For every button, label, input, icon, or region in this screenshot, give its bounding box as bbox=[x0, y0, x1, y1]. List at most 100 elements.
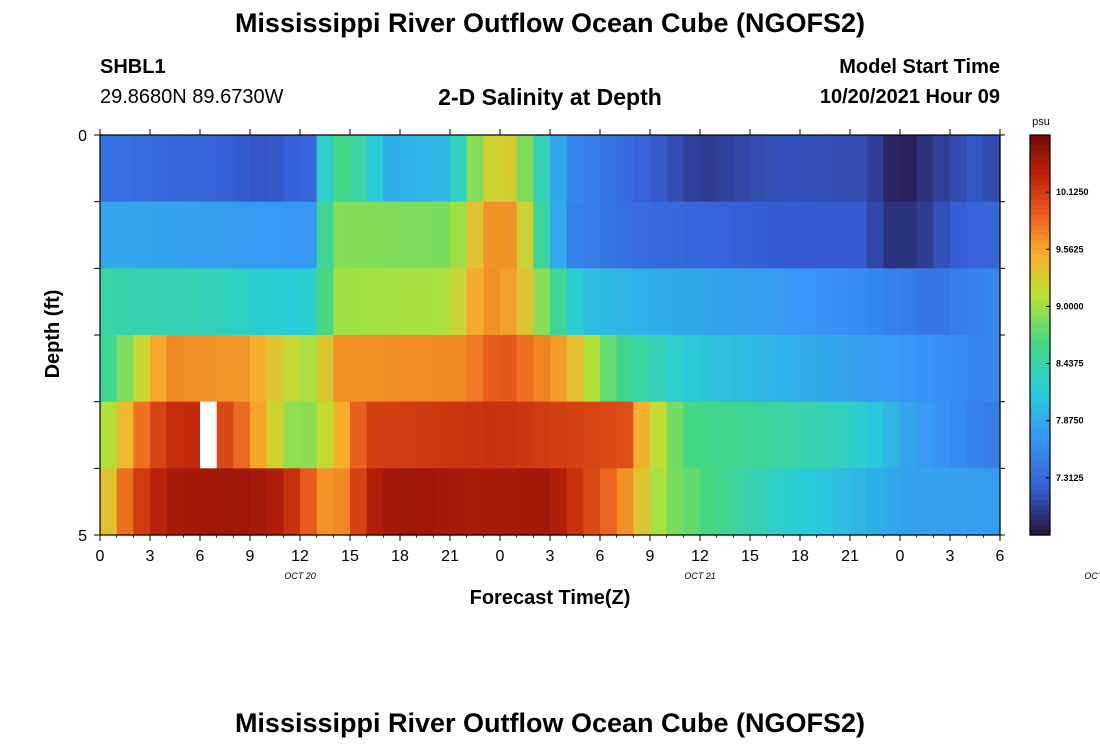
heatmap-cell bbox=[583, 468, 601, 536]
colorbar-segment bbox=[1030, 250, 1050, 256]
heatmap-cell bbox=[783, 135, 801, 203]
colorbar-segment bbox=[1030, 260, 1050, 266]
heatmap-cell bbox=[483, 335, 501, 403]
heatmap-cell bbox=[783, 401, 801, 469]
x-tick-label: 15 bbox=[341, 548, 359, 565]
heatmap-cell bbox=[683, 401, 701, 469]
heatmap-cell bbox=[666, 468, 684, 536]
heatmap-cell bbox=[100, 468, 118, 536]
colorbar-segment bbox=[1030, 340, 1050, 346]
x-tick-label: 0 bbox=[896, 548, 905, 565]
heatmap-cell bbox=[416, 135, 434, 203]
heatmap-cell bbox=[916, 201, 934, 269]
heatmap-cell bbox=[916, 135, 934, 203]
heatmap-cell bbox=[166, 401, 184, 469]
heatmap-cell bbox=[483, 135, 501, 203]
y-tick-label: 5 bbox=[78, 528, 87, 545]
heatmap-cell bbox=[583, 268, 601, 336]
heatmap-cell bbox=[550, 335, 568, 403]
heatmap-cell bbox=[633, 335, 651, 403]
heatmap-cell bbox=[383, 268, 401, 336]
heatmap-cell bbox=[733, 468, 751, 536]
heatmap-cell bbox=[250, 401, 268, 469]
colorbar-segment bbox=[1030, 255, 1050, 261]
heatmap-cell bbox=[916, 401, 934, 469]
heatmap-cell bbox=[550, 468, 568, 536]
heatmap-cell bbox=[700, 201, 718, 269]
colorbar-segment bbox=[1030, 300, 1050, 306]
heatmap-cell bbox=[116, 401, 134, 469]
heatmap-cell bbox=[816, 401, 834, 469]
heatmap-cell bbox=[650, 201, 668, 269]
heatmap-cell bbox=[266, 335, 284, 403]
heatmap-cell bbox=[883, 468, 901, 536]
heatmap-cell bbox=[583, 401, 601, 469]
heatmap-cell bbox=[200, 335, 218, 403]
heatmap-cell bbox=[850, 201, 868, 269]
heatmap-cell bbox=[983, 335, 1001, 403]
heatmap-cell bbox=[983, 201, 1001, 269]
heatmap-cell bbox=[650, 335, 668, 403]
heatmap-cell bbox=[116, 268, 134, 336]
heatmap-cell bbox=[516, 268, 534, 336]
heatmap-cells bbox=[100, 135, 1001, 536]
heatmap-cell bbox=[916, 468, 934, 536]
colorbar-segment bbox=[1030, 285, 1050, 291]
x-tick-label: 21 bbox=[841, 548, 859, 565]
heatmap-cell bbox=[383, 468, 401, 536]
heatmap-cell bbox=[300, 468, 318, 536]
heatmap-cell bbox=[783, 335, 801, 403]
heatmap-cell bbox=[266, 201, 284, 269]
heatmap-cell bbox=[150, 268, 168, 336]
colorbar-segment bbox=[1030, 310, 1050, 316]
heatmap-cell bbox=[383, 401, 401, 469]
colorbar-segment bbox=[1030, 520, 1050, 526]
heatmap-cell bbox=[516, 468, 534, 536]
heatmap-cell bbox=[833, 401, 851, 469]
heatmap-cell bbox=[566, 268, 584, 336]
heatmap-cell bbox=[783, 468, 801, 536]
heatmap-cell bbox=[416, 268, 434, 336]
heatmap-cell bbox=[133, 335, 151, 403]
heatmap-cell bbox=[716, 468, 734, 536]
heatmap-cell bbox=[866, 468, 884, 536]
heatmap-cell bbox=[150, 201, 168, 269]
heatmap-cell bbox=[433, 401, 451, 469]
heatmap-cell bbox=[783, 201, 801, 269]
heatmap-cell bbox=[266, 268, 284, 336]
heatmap-cell bbox=[383, 201, 401, 269]
colorbar-segment bbox=[1030, 500, 1050, 506]
colorbar-segment bbox=[1030, 495, 1050, 501]
colorbar-tick-label: 10.1250 bbox=[1056, 187, 1089, 197]
heatmap-cell bbox=[916, 335, 934, 403]
heatmap-cell bbox=[750, 135, 768, 203]
heatmap-cell bbox=[166, 268, 184, 336]
heatmap-cell bbox=[216, 335, 234, 403]
colorbar-segment bbox=[1030, 485, 1050, 491]
colorbar-segment bbox=[1030, 155, 1050, 161]
heatmap-cell bbox=[900, 201, 918, 269]
colorbar-segment bbox=[1030, 230, 1050, 236]
heatmap-cell bbox=[616, 268, 634, 336]
colorbar-segment bbox=[1030, 220, 1050, 226]
colorbar-segment bbox=[1030, 235, 1050, 241]
heatmap-cell bbox=[716, 268, 734, 336]
heatmap-cell bbox=[166, 335, 184, 403]
heatmap-cell bbox=[833, 201, 851, 269]
colorbar-segment bbox=[1030, 390, 1050, 396]
heatmap-cell bbox=[300, 401, 318, 469]
colorbar-tick-label: 7.8750 bbox=[1056, 416, 1084, 426]
heatmap-cell bbox=[233, 335, 251, 403]
colorbar-segment bbox=[1030, 245, 1050, 251]
heatmap-cell bbox=[800, 335, 818, 403]
heatmap-cell bbox=[933, 468, 951, 536]
heatmap-cell bbox=[400, 401, 418, 469]
colorbar-segment bbox=[1030, 305, 1050, 311]
heatmap-cell bbox=[666, 335, 684, 403]
heatmap-cell bbox=[883, 268, 901, 336]
colorbar-segment bbox=[1030, 515, 1050, 521]
heatmap-cell bbox=[133, 268, 151, 336]
heatmap-cell bbox=[883, 201, 901, 269]
heatmap-cell bbox=[300, 268, 318, 336]
colorbar-segment bbox=[1030, 370, 1050, 376]
